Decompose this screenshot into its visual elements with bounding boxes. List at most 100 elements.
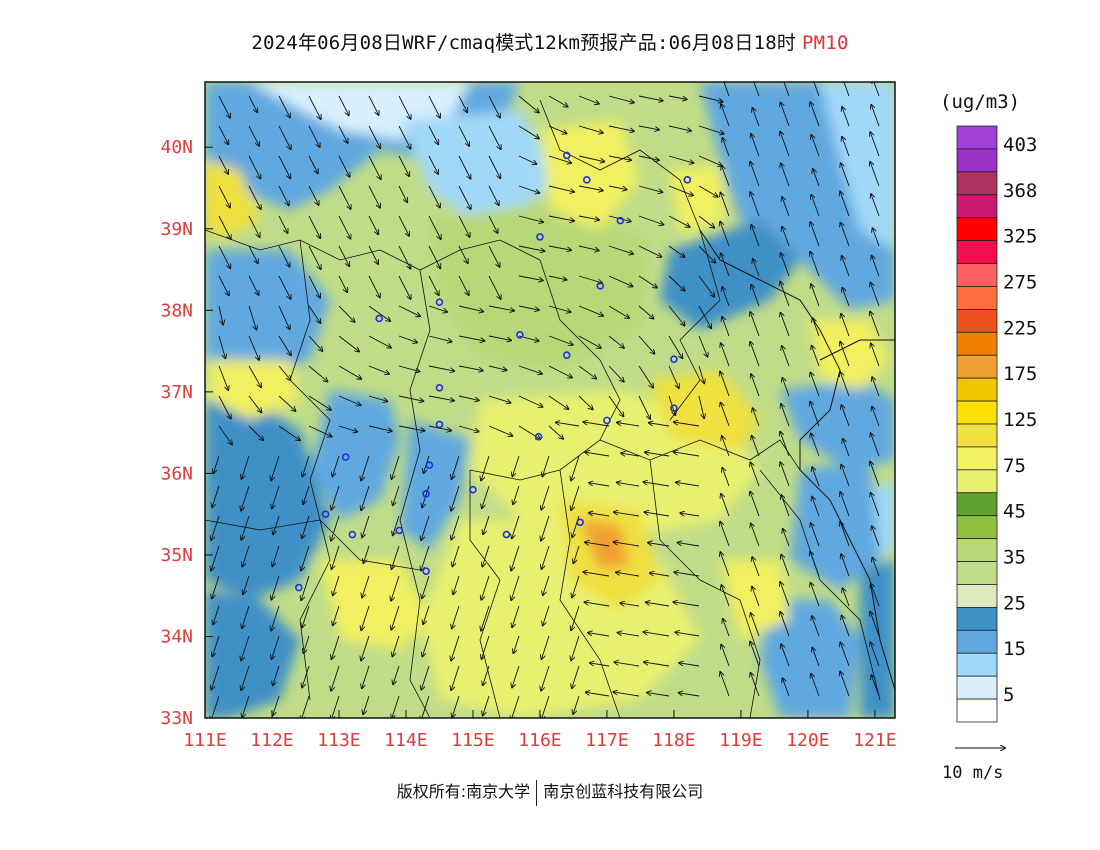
wind-arrow bbox=[721, 494, 730, 517]
wind-arrow bbox=[721, 343, 730, 367]
wind-arrow bbox=[398, 275, 411, 299]
wind-arrow bbox=[391, 455, 400, 479]
wind-arrow bbox=[613, 692, 640, 697]
lat-label: 40N bbox=[160, 137, 193, 158]
wind-arrow bbox=[753, 259, 760, 277]
wind-arrow bbox=[841, 314, 850, 337]
wind-arrow bbox=[873, 82, 880, 97]
wind-arrow bbox=[840, 522, 850, 547]
wind-arrow bbox=[242, 545, 250, 566]
wind-arrow bbox=[810, 102, 820, 127]
wind-arrow bbox=[518, 395, 543, 407]
wind-arrow bbox=[248, 155, 261, 179]
wind-arrow bbox=[458, 155, 471, 179]
wind-arrow bbox=[278, 155, 290, 178]
wind-arrow bbox=[679, 693, 700, 697]
city-marker bbox=[435, 420, 444, 429]
wind-arrow bbox=[428, 275, 439, 295]
wind-arrow bbox=[333, 575, 340, 595]
wind-arrow bbox=[331, 695, 340, 718]
wind-arrow bbox=[781, 644, 790, 667]
wind-arrow bbox=[810, 372, 820, 397]
wind-arrow bbox=[393, 515, 400, 535]
wind-arrow bbox=[548, 305, 571, 312]
lon-label: 121E bbox=[853, 730, 896, 751]
wind-arrow bbox=[578, 215, 599, 220]
wind-arrow bbox=[698, 275, 714, 297]
wind-arrow bbox=[870, 642, 880, 667]
wind-arrow bbox=[841, 554, 850, 577]
legend-level-label: 75 bbox=[1003, 455, 1026, 477]
wind-arrow bbox=[511, 575, 520, 600]
wind-arrow bbox=[751, 225, 760, 247]
wind-arrow bbox=[452, 605, 460, 628]
wind-arrow bbox=[638, 185, 662, 192]
wind-arrow bbox=[273, 515, 280, 534]
wind-arrow bbox=[368, 305, 390, 321]
city-marker bbox=[583, 176, 591, 184]
wind-arrow bbox=[391, 605, 400, 630]
coastline bbox=[699, 229, 895, 691]
wind-arrow bbox=[783, 678, 790, 697]
wind-arrow bbox=[423, 605, 430, 624]
legend-swatch bbox=[956, 240, 998, 264]
wind-arrow bbox=[780, 612, 790, 637]
wind-arrow bbox=[638, 155, 659, 160]
wind-arrow bbox=[781, 404, 790, 427]
wind-arrow bbox=[608, 335, 624, 348]
wind-arrow bbox=[458, 245, 468, 263]
wind-arrow bbox=[428, 125, 438, 144]
wind-arrow bbox=[616, 572, 640, 577]
wind-arrow bbox=[698, 185, 718, 197]
wind-arrow bbox=[248, 305, 256, 330]
wind-arrow bbox=[811, 195, 820, 217]
wind-arrow bbox=[241, 635, 250, 661]
wind-arrow bbox=[242, 695, 250, 717]
lon-label: 111E bbox=[183, 730, 226, 751]
wind-arrow bbox=[589, 483, 610, 487]
wind-arrow bbox=[241, 485, 250, 511]
wind-arrow bbox=[813, 169, 820, 187]
wind-arrow bbox=[608, 275, 633, 286]
wind-arrow bbox=[638, 125, 659, 130]
wind-arrow bbox=[488, 125, 501, 149]
wind-arrow bbox=[248, 395, 261, 412]
wind-arrow bbox=[643, 482, 670, 487]
wind-arrow bbox=[571, 635, 580, 661]
wind-arrow bbox=[750, 462, 760, 487]
wind-arrow bbox=[482, 485, 490, 508]
wind-arrow bbox=[698, 365, 704, 383]
wind-arrow bbox=[842, 107, 850, 127]
wind-arrow bbox=[548, 95, 568, 107]
wind-arrow bbox=[338, 185, 351, 209]
wind-arrow bbox=[458, 125, 469, 146]
wind-arrow bbox=[278, 95, 290, 117]
wind-arrow bbox=[571, 485, 580, 510]
wind-arrow bbox=[810, 222, 820, 247]
wind-arrow bbox=[428, 185, 440, 208]
wind-arrow bbox=[720, 552, 730, 577]
wind-arrow bbox=[218, 395, 231, 419]
wind-arrow bbox=[308, 155, 318, 173]
wind-arrow bbox=[573, 695, 580, 714]
wind-arrow bbox=[668, 155, 693, 163]
wind-arrow bbox=[301, 545, 310, 571]
wind-arrow bbox=[698, 215, 714, 228]
wind-arrow bbox=[248, 125, 259, 146]
wind-arrow bbox=[218, 275, 229, 295]
wind-arrow bbox=[812, 318, 820, 337]
wind-arrow bbox=[780, 103, 790, 127]
wind-arrow bbox=[301, 695, 310, 718]
wind-arrow bbox=[458, 185, 471, 209]
city-marker bbox=[516, 330, 524, 339]
wind-arrow bbox=[781, 555, 790, 577]
wind-arrow bbox=[331, 485, 340, 510]
wind-arrow bbox=[518, 275, 543, 280]
wind-arrow bbox=[518, 155, 536, 164]
wind-arrow bbox=[302, 515, 310, 538]
wind-arrow bbox=[751, 613, 760, 637]
wind-arrow bbox=[650, 573, 670, 577]
wind-arrow bbox=[458, 305, 483, 312]
legend-swatch bbox=[956, 217, 998, 242]
wind-arrow bbox=[573, 545, 580, 563]
